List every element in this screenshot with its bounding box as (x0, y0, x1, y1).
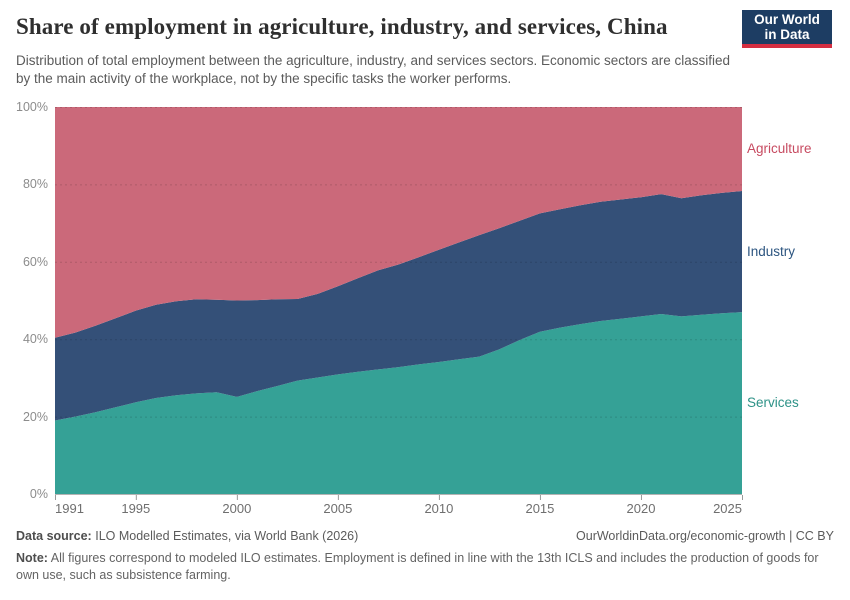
note-text: All figures correspond to modeled ILO es… (16, 551, 819, 582)
logo-line-2: in Data (764, 27, 810, 42)
y-axis-label-0: 0% (29, 487, 48, 501)
y-axis-label-40: 40% (22, 332, 48, 347)
x-axis-label-1991: 1991 (55, 501, 84, 516)
chart-subtitle: Distribution of total employment between… (16, 53, 731, 86)
note-line: Note: All figures correspond to modeled … (16, 550, 834, 583)
note-label: Note: (16, 551, 48, 565)
series-label-industry[interactable]: Industry (747, 243, 796, 259)
y-axis-label-80: 80% (22, 177, 48, 192)
data-source-line: Data source: ILO Modelled Estimates, via… (16, 528, 358, 545)
y-axis-label-20: 20% (22, 409, 48, 424)
y-axis-label-60: 60% (22, 254, 48, 269)
logo-line-1: Our World (754, 12, 820, 27)
series-label-agriculture[interactable]: Agriculture (747, 140, 812, 156)
x-axis-label-2025: 2025 (713, 501, 742, 516)
y-axis-label-100: 100% (16, 100, 48, 114)
page-title: Share of employment in agriculture, indu… (16, 14, 668, 39)
attribution-text: OurWorldinData.org/economic-growth | CC … (576, 529, 834, 543)
area-services[interactable] (55, 312, 742, 494)
logo-red-stripe (742, 44, 832, 48)
series-label-services[interactable]: Services (747, 395, 799, 411)
x-axis-label-2015: 2015 (525, 501, 555, 516)
footer: Data source: ILO Modelled Estimates, via… (16, 528, 834, 583)
x-axis-label-2000: 2000 (222, 501, 252, 516)
data-source-label: Data source: (16, 529, 92, 543)
x-axis-label-1995: 1995 (121, 501, 151, 516)
area-agriculture[interactable] (55, 107, 742, 338)
owid-logo: Our World in Data (742, 10, 832, 48)
area-industry[interactable] (55, 191, 742, 421)
stacked-area-plot[interactable] (55, 107, 743, 500)
data-source-text: ILO Modelled Estimates, via World Bank (… (95, 529, 359, 543)
x-axis-label-2020: 2020 (626, 501, 656, 516)
x-axis-label-2010: 2010 (424, 501, 454, 516)
x-axis-label-2005: 2005 (323, 501, 353, 516)
